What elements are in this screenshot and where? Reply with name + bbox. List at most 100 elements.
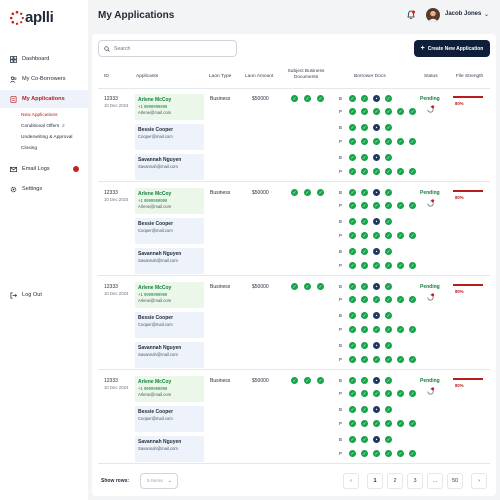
check-icon[interactable]: ✓ [373,262,380,269]
check-icon[interactable]: ✓ [385,450,392,457]
check-icon[interactable]: ✓ [349,95,356,102]
check-icon[interactable]: ✓ [349,356,356,363]
check-icon[interactable]: ✓ [373,326,380,333]
check-icon[interactable]: ✓ [385,124,392,131]
chevron-down-icon[interactable]: ⌄ [484,12,490,18]
check-icon[interactable]: ✓ [397,420,404,427]
check-icon[interactable]: ✓ [409,262,416,269]
check-icon[interactable]: ✓ [409,138,416,145]
avatar[interactable] [426,8,440,22]
check-icon[interactable]: ✓ [304,95,311,102]
check-icon[interactable]: ✓ [349,283,356,290]
search-input[interactable] [114,45,224,52]
check-icon[interactable]: ✓ [349,450,356,457]
check-icon[interactable]: ✓ [385,218,392,225]
check-icon[interactable]: ✓ [361,138,368,145]
check-icon[interactable]: ✓ [349,390,356,397]
document-pending-icon[interactable]: • [373,189,380,196]
applicant-card[interactable]: Arlene McCoy +1 9999999999 Arlene@mail.com [135,94,204,120]
check-icon[interactable]: ✓ [385,95,392,102]
check-icon[interactable]: ✓ [385,312,392,319]
check-icon[interactable]: ✓ [361,124,368,131]
check-icon[interactable]: ✓ [385,326,392,333]
check-icon[interactable]: ✓ [409,108,416,115]
check-icon[interactable]: ✓ [385,283,392,290]
check-icon[interactable]: ✓ [373,138,380,145]
col-file-strength[interactable]: File Strength [456,74,484,79]
col-id[interactable]: ID [104,74,109,79]
check-icon[interactable]: ✓ [349,202,356,209]
check-icon[interactable]: ✓ [361,342,368,349]
refresh-alert-icon[interactable] [426,293,435,302]
applicant-card[interactable]: Arlene McCoy +1 9999999999 Arlene@mail.com [135,282,204,308]
check-icon[interactable]: ✓ [361,248,368,255]
check-icon[interactable]: ✓ [397,168,404,175]
col-borrower-docs[interactable]: Borrower Docs [354,74,386,79]
rows-per-page-select[interactable]: 5 Items ⌄ [140,473,178,489]
check-icon[interactable]: ✓ [349,108,356,115]
check-icon[interactable]: ✓ [397,108,404,115]
logout-button[interactable]: Log Out [10,290,42,300]
check-icon[interactable]: ✓ [373,296,380,303]
check-icon[interactable]: ✓ [385,168,392,175]
check-icon[interactable]: ✓ [409,450,416,457]
sidebar-item-my-applications[interactable]: My Applications [0,90,88,108]
check-icon[interactable]: ✓ [291,283,298,290]
applicant-card[interactable]: Savannah Nguyen Savannah@mail.com [135,154,204,180]
check-icon[interactable]: ✓ [385,420,392,427]
col-loan-type[interactable]: Laon Type [209,74,232,79]
check-icon[interactable]: ✓ [385,436,392,443]
logo[interactable]: aplli [9,9,54,26]
check-icon[interactable]: ✓ [291,189,298,196]
check-icon[interactable]: ✓ [291,95,298,102]
refresh-alert-icon[interactable] [426,387,435,396]
search-box[interactable] [98,40,237,57]
check-icon[interactable]: ✓ [361,356,368,363]
table-row[interactable]: 12333 10 Dec 2024 Arlene McCoy +1 999999999… [98,371,490,464]
check-icon[interactable]: ✓ [361,154,368,161]
refresh-alert-icon[interactable] [426,105,435,114]
page-2-button[interactable]: 2 [387,473,403,489]
check-icon[interactable]: ✓ [409,296,416,303]
check-icon[interactable]: ✓ [373,450,380,457]
check-icon[interactable]: ✓ [373,202,380,209]
check-icon[interactable]: ✓ [361,406,368,413]
col-applicants[interactable]: Applicants [136,74,159,79]
check-icon[interactable]: ✓ [361,189,368,196]
sidebar-sub-new-applications[interactable]: New Applications [21,113,58,118]
check-icon[interactable]: ✓ [397,232,404,239]
check-icon[interactable]: ✓ [317,377,324,384]
check-icon[interactable]: ✓ [291,377,298,384]
check-icon[interactable]: ✓ [385,232,392,239]
next-page-button[interactable]: › [471,473,487,489]
check-icon[interactable]: ✓ [397,390,404,397]
bell-icon[interactable] [406,10,416,20]
document-pending-icon[interactable]: • [373,154,380,161]
sidebar-sub-conditional-offers[interactable]: Conditional Offers 2 [0,121,88,132]
check-icon[interactable]: ✓ [349,296,356,303]
check-icon[interactable]: ✓ [349,312,356,319]
check-icon[interactable]: ✓ [361,420,368,427]
check-icon[interactable]: ✓ [397,262,404,269]
page-3-button[interactable]: 3 [407,473,423,489]
check-icon[interactable]: ✓ [397,138,404,145]
check-icon[interactable]: ✓ [409,390,416,397]
document-pending-icon[interactable]: • [373,218,380,225]
check-icon[interactable]: ✓ [397,356,404,363]
check-icon[interactable]: ✓ [349,218,356,225]
document-pending-icon[interactable]: • [373,124,380,131]
check-icon[interactable]: ✓ [304,377,311,384]
check-icon[interactable]: ✓ [397,450,404,457]
col-loan-amount[interactable]: Laon Amount [245,74,274,79]
document-pending-icon[interactable]: • [373,312,380,319]
refresh-alert-icon[interactable] [426,199,435,208]
check-icon[interactable]: ✓ [385,356,392,363]
check-icon[interactable]: ✓ [361,436,368,443]
check-icon[interactable]: ✓ [373,356,380,363]
check-icon[interactable]: ✓ [385,262,392,269]
check-icon[interactable]: ✓ [361,450,368,457]
check-icon[interactable]: ✓ [409,168,416,175]
check-icon[interactable]: ✓ [361,377,368,384]
table-row[interactable]: 12333 10 Dec 2024 Arlene McCoy +1 999999999… [98,277,490,370]
check-icon[interactable]: ✓ [397,326,404,333]
